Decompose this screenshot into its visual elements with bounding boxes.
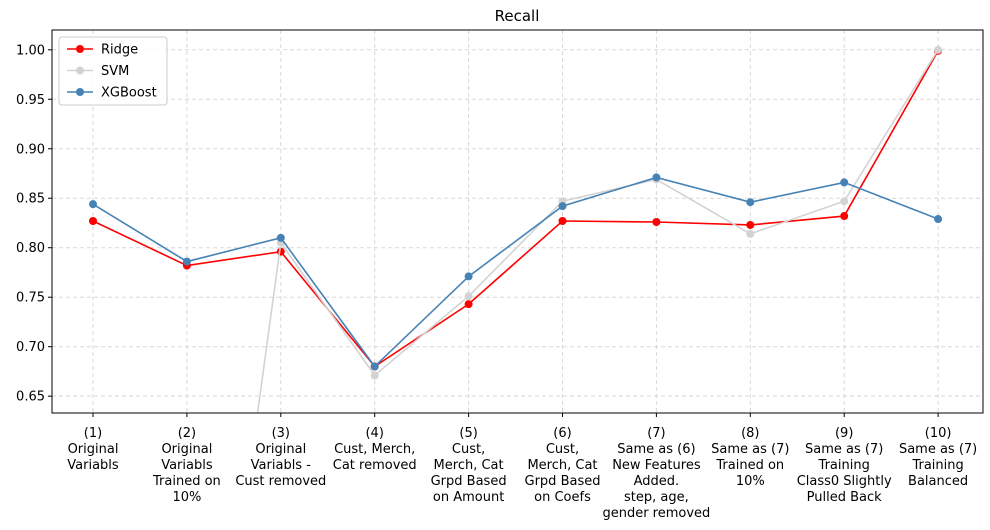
point [746, 220, 755, 229]
x-tick-label: (9) Same as (7) Training Class0 Slightly Pul… [797, 426, 892, 505]
point [934, 45, 943, 54]
x-tick-label: (10) Same as (7) Training Balanced [899, 426, 977, 489]
x-tick-label: (2) Original Variabls Trained on 10% [152, 426, 221, 505]
legend-box [58, 36, 168, 106]
point [652, 173, 661, 182]
x-tick-label: (4) Cust, Merch, Cat removed [333, 426, 417, 473]
y-tick-label: 0.65 [16, 390, 45, 405]
x-tick-label: (6) Cust, Merch, Cat Grpd Based on Coefs [525, 426, 601, 505]
x-tick-label: (8) Same as (7) Trained on 10% [711, 426, 789, 489]
point [370, 371, 379, 380]
point [89, 200, 97, 209]
series-line [92, 176, 939, 368]
legend-marker [76, 66, 84, 75]
legend-label: Ridge [101, 43, 138, 58]
plot-area [89, 45, 943, 413]
point [840, 178, 849, 187]
point [276, 247, 285, 256]
point [746, 198, 755, 207]
legend-label: XGBoost [101, 86, 157, 101]
point [464, 272, 473, 281]
x-tick-label: (5) Cust, Merch, Cat Grpd Based on Amount [431, 426, 507, 505]
point [746, 229, 755, 238]
chart-title: Recall [495, 7, 540, 25]
labels: 0.65 0.70 0.75 0.80 0.85 0.90 0.95 1.00 (1) Origi… [16, 36, 977, 521]
legend-label: SVM [101, 64, 129, 79]
legend-marker [76, 45, 84, 53]
series-line [256, 49, 939, 413]
legend-marker [76, 88, 84, 96]
point [934, 215, 943, 224]
point [370, 362, 379, 371]
y-tick-label: 0.80 [16, 241, 45, 256]
point [89, 217, 97, 226]
point [840, 212, 849, 221]
x-tick-label: (1) Original Variabls [67, 426, 119, 473]
y-tick-label: 0.95 [16, 93, 45, 108]
y-tick-label: 0.75 [16, 291, 45, 306]
point [652, 217, 661, 226]
point [558, 202, 567, 211]
point [558, 217, 567, 226]
y-tick-label: 1.00 [16, 43, 45, 58]
point [464, 292, 473, 301]
x-tick-label: (3) Original Variabls -Cust removed [235, 426, 326, 489]
y-tick-label: 0.70 [16, 340, 45, 355]
point [276, 233, 285, 242]
legend: Ridge SVM XGBoost [58, 36, 168, 106]
grid [52, 30, 983, 413]
series-line [92, 50, 939, 368]
y-tick-label: 0.90 [16, 142, 45, 157]
x-tick-label: (7) Same as (6) New Features Added. step, ag… [602, 426, 710, 521]
plot-frame [51, 29, 984, 414]
point [840, 197, 849, 206]
point [182, 257, 191, 266]
y-tick-label: 0.85 [16, 192, 45, 207]
point [464, 300, 473, 309]
